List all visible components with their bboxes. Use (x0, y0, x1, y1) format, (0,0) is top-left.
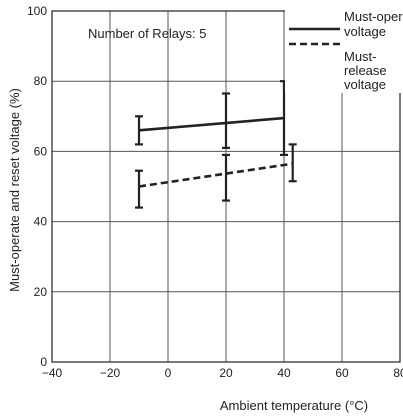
x-tick-label: 0 (165, 366, 172, 380)
plot-frame (51, 10, 401, 363)
legend-label-operate-line1: Must-operate (344, 9, 403, 24)
y-tick-label: 100 (27, 4, 47, 18)
y-axis-title: Must-operate and reset voltage (%) (7, 88, 22, 292)
x-tick-label: 20 (219, 366, 233, 380)
x-tick-labels: −40 −20 0 20 40 60 80 (42, 366, 403, 380)
series-line-must-operate (138, 116, 285, 132)
legend-background (285, 5, 403, 93)
y-tick-label: 20 (34, 285, 48, 299)
y-tick-label: 60 (34, 144, 48, 158)
legend-label-release-line3: voltage (344, 77, 386, 92)
legend: Must-operate voltage Must- release volta… (285, 5, 403, 93)
legend-label-release-line1: Must- (344, 49, 377, 64)
x-tick-label: 60 (335, 366, 349, 380)
x-tick-label: 80 (393, 366, 403, 380)
y-tick-labels: 0 20 40 60 80 100 (27, 4, 47, 369)
annotation-number-of-relays: Number of Relays: 5 (88, 26, 207, 41)
legend-label-release-line2: release (344, 63, 387, 78)
legend-label-operate-line2: voltage (344, 24, 386, 39)
x-tick-label: −40 (42, 366, 63, 380)
series-lines (138, 116, 293, 188)
y-tick-label: 40 (34, 215, 48, 229)
x-tick-label: −20 (100, 366, 121, 380)
x-tick-label: 40 (277, 366, 291, 380)
x-axis-title: Ambient temperature (°C) (220, 398, 368, 413)
error-bars (135, 80, 297, 209)
y-tick-label: 0 (40, 355, 47, 369)
y-tick-label: 80 (34, 74, 48, 88)
series-line-must-release (138, 162, 293, 188)
